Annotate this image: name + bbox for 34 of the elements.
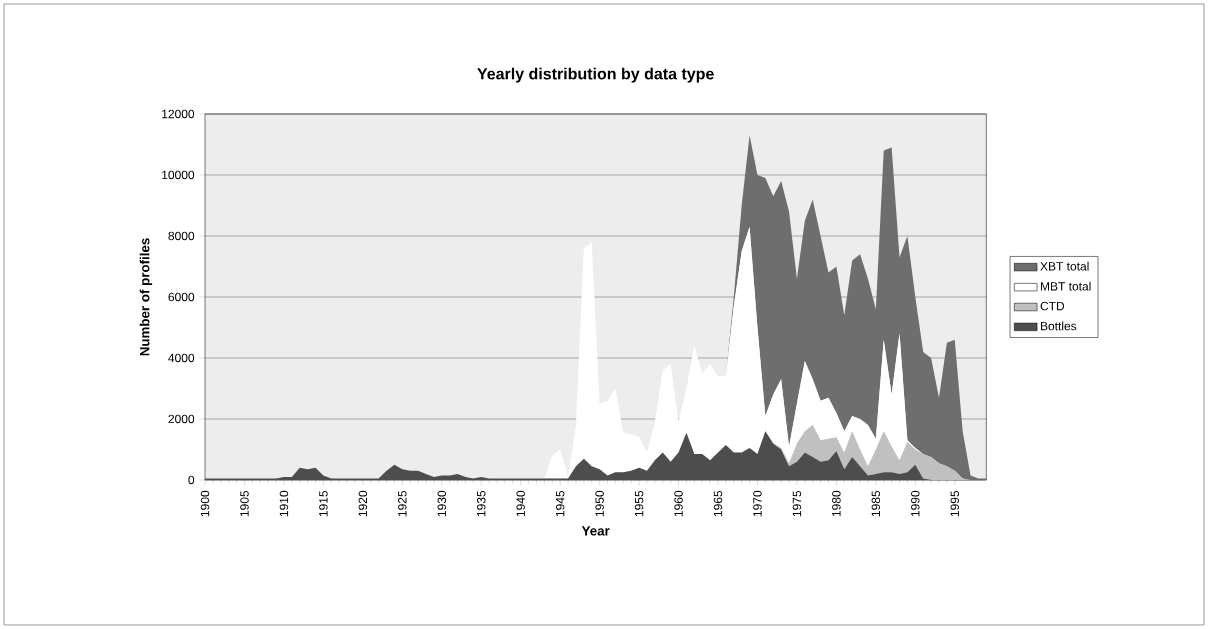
x-tick-label: 1925 [398,490,407,517]
x-axis-title: Year [581,526,610,536]
x-tick-label: 1980 [832,490,841,517]
legend-label: XBT total [1040,261,1089,271]
x-tick-label: 1910 [279,490,289,517]
x-tick-label: 1900 [200,490,210,517]
x-tick-label: 1985 [871,490,881,517]
chart-title: Yearly distribution by data type [477,67,714,83]
legend-label: CTD [1040,301,1065,311]
x-tick-label: 1940 [516,490,525,517]
x-tick-label: 1975 [792,490,802,517]
y-tick-label: 12000 [162,109,195,119]
x-tick-label: 1950 [595,490,604,517]
y-tick-label: 0 [188,475,195,485]
x-tick-label: 1995 [950,490,960,517]
x-tick-label: 1915 [319,490,328,517]
x-tick-label: 1955 [634,490,644,517]
x-tick-label: 1930 [437,490,447,517]
legend-label: Bottles [1040,321,1077,331]
x-tick-label: 1905 [240,490,249,517]
x-tick-label: 1935 [476,490,486,517]
y-tick-label: 2000 [168,414,195,424]
x-tick-label: 1970 [753,490,762,517]
x-tick-label: 1990 [911,490,920,517]
y-tick-label: 4000 [168,353,195,363]
y-tick-label: 8000 [168,231,195,241]
y-tick-label: 10000 [162,170,195,180]
x-tick-label: 1965 [713,490,723,517]
x-tick-label: 1920 [358,490,368,517]
y-tick-label: 6000 [168,292,195,302]
y-axis-title: Number of profiles [139,238,153,356]
x-tick-label: 1960 [674,490,683,517]
x-tick-label: 1945 [555,490,565,517]
legend-label: MBT total [1040,281,1091,291]
